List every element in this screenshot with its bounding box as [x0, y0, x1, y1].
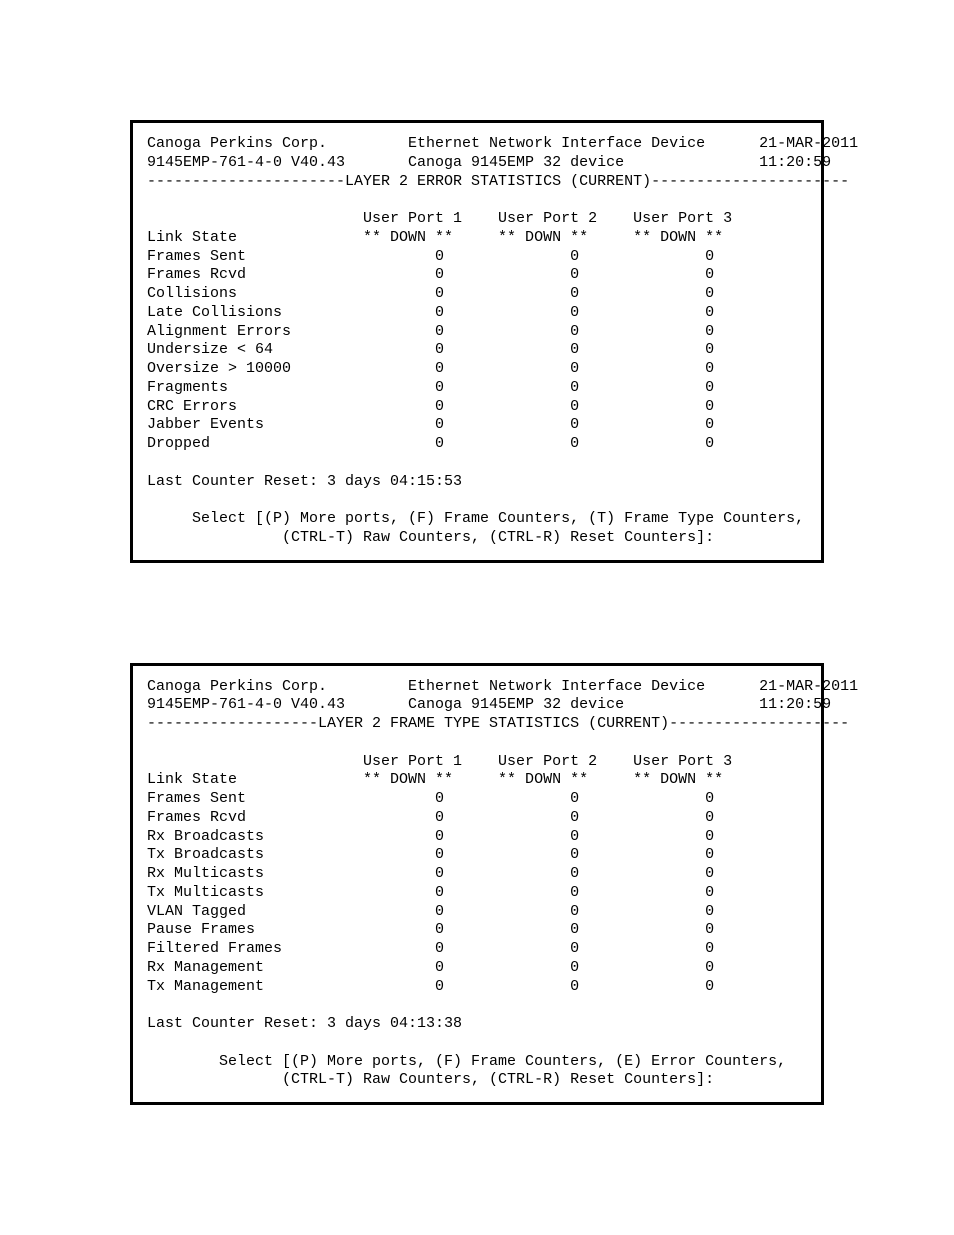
frame-type-statistics-terminal: Canoga Perkins Corp. Ethernet Network In…	[130, 663, 824, 1106]
error-statistics-terminal: Canoga Perkins Corp. Ethernet Network In…	[130, 120, 824, 563]
